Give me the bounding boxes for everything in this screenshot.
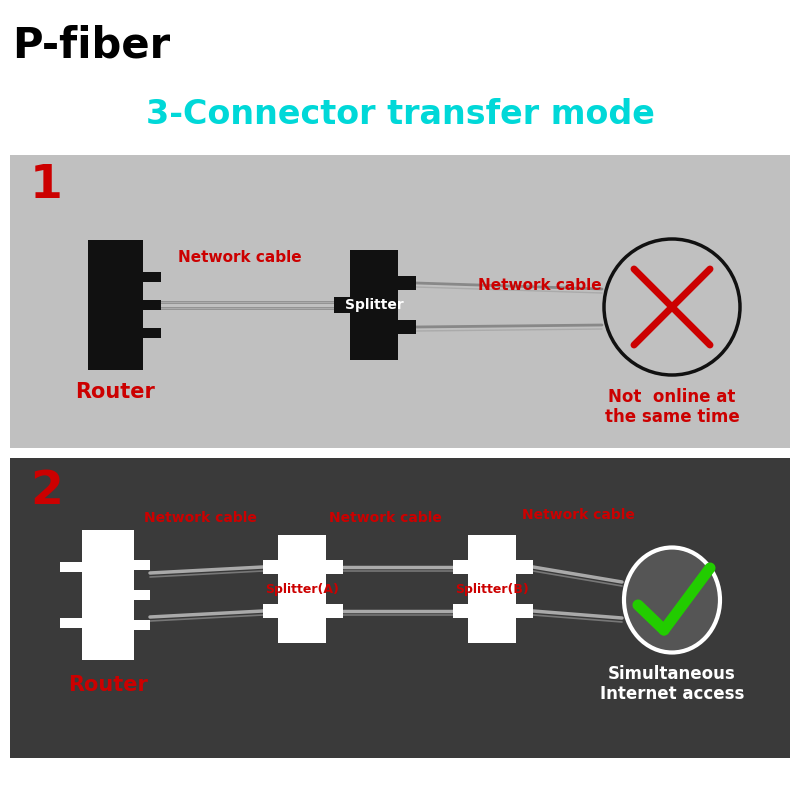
Bar [143,300,161,310]
Text: Simultaneous: Simultaneous [608,665,736,683]
Text: Not  online at: Not online at [608,388,736,406]
Bar [60,562,84,572]
Text: 1: 1 [30,162,63,207]
Bar [350,250,398,360]
Bar [326,604,343,618]
Text: Splitter(A): Splitter(A) [265,582,339,595]
Bar [334,297,352,313]
Bar [398,276,416,290]
Text: Splitter: Splitter [345,298,403,312]
Bar [10,155,790,448]
Bar [60,618,84,628]
Bar [82,530,134,660]
Bar [468,535,516,643]
Bar [453,560,470,574]
Bar [134,560,150,570]
Bar [516,560,533,574]
Bar [453,604,470,618]
Text: Network cable: Network cable [522,508,634,522]
Bar [134,590,150,600]
Bar [143,272,161,282]
Text: 3-Connector transfer mode: 3-Connector transfer mode [146,98,654,131]
Bar [278,535,326,643]
Text: 2: 2 [30,470,63,514]
Bar [398,320,416,334]
Bar [143,328,161,338]
Text: Router: Router [75,382,155,402]
Bar [263,604,280,618]
Bar [134,620,150,630]
Text: P-fiber: P-fiber [12,24,170,66]
Bar [88,240,143,370]
Ellipse shape [604,239,740,375]
Text: the same time: the same time [605,408,739,426]
Text: Network cable: Network cable [178,250,302,266]
Ellipse shape [624,547,720,653]
Text: Router: Router [68,675,148,695]
Text: Network cable: Network cable [329,511,442,525]
Bar [516,604,533,618]
Text: Network cable: Network cable [143,511,257,525]
Text: Splitter(B): Splitter(B) [455,582,529,595]
Bar [263,560,280,574]
Bar [326,560,343,574]
Text: Internet access: Internet access [600,685,744,703]
Text: Network cable: Network cable [478,278,602,293]
Bar [10,458,790,758]
